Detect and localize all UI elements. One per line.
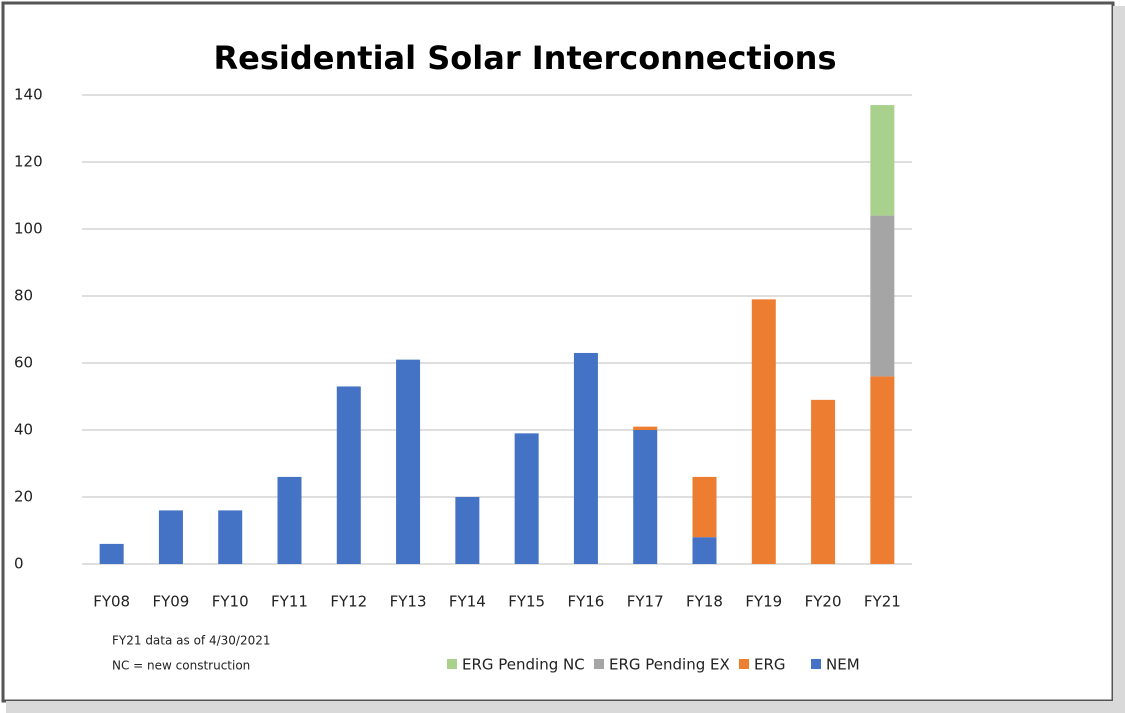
bar-segment: [277, 476, 302, 564]
x-tick-label: FY19: [745, 593, 782, 611]
x-tick-label: FY14: [449, 593, 486, 611]
y-tick-label: 140: [14, 86, 43, 104]
y-tick-label: 100: [14, 220, 43, 238]
legend-swatch: [594, 659, 604, 669]
bar-segment: [870, 105, 895, 216]
chart-title: Residential Solar Interconnections: [214, 39, 837, 77]
bar-segment: [692, 476, 717, 538]
legend-label: ERG Pending NC: [462, 656, 585, 674]
x-tick-label: FY13: [390, 593, 427, 611]
annotation: FY21 data as of 4/30/2021: [112, 634, 271, 648]
x-tick-label: FY21: [864, 593, 901, 611]
x-tick-label: FY09: [152, 593, 189, 611]
bar-segment: [396, 359, 421, 564]
legend-swatch: [447, 659, 457, 669]
bar-segment: [455, 497, 480, 564]
bar-segment: [870, 376, 895, 564]
y-tick-label: 80: [14, 287, 33, 305]
bar-segment: [158, 510, 183, 564]
x-tick-label: FY18: [686, 593, 723, 611]
bar-segment: [218, 510, 243, 564]
bar-segment: [692, 537, 717, 564]
bar-segment: [633, 426, 658, 430]
shadow: [1113, 6, 1125, 713]
x-tick-label: FY15: [508, 593, 545, 611]
bar-segment: [751, 299, 776, 564]
y-tick-label: 60: [14, 354, 33, 372]
bar-segment: [870, 215, 895, 377]
bar-segment: [514, 433, 539, 564]
annotation: NC = new construction: [112, 659, 250, 673]
legend-label: NEM: [826, 656, 860, 674]
bar-segment: [336, 386, 361, 564]
bar-segment: [573, 352, 598, 564]
legend-label: ERG Pending EX: [609, 656, 730, 674]
x-tick-label: FY20: [805, 593, 842, 611]
y-tick-label: 0: [14, 555, 24, 573]
y-tick-label: 20: [14, 488, 33, 506]
bar-segment: [633, 430, 658, 564]
x-tick-label: FY12: [330, 593, 367, 611]
x-tick-label: FY17: [627, 593, 664, 611]
y-tick-label: 40: [14, 421, 33, 439]
legend-swatch: [811, 659, 821, 669]
bar-segment: [99, 543, 124, 564]
bar-segment: [811, 399, 836, 564]
x-tick-label: FY10: [212, 593, 249, 611]
shadow: [6, 701, 1125, 713]
x-tick-label: FY11: [271, 593, 308, 611]
legend-swatch: [739, 659, 749, 669]
y-tick-label: 120: [14, 153, 43, 171]
x-tick-label: FY16: [567, 593, 604, 611]
x-tick-label: FY08: [93, 593, 130, 611]
legend-label: ERG: [754, 656, 786, 674]
